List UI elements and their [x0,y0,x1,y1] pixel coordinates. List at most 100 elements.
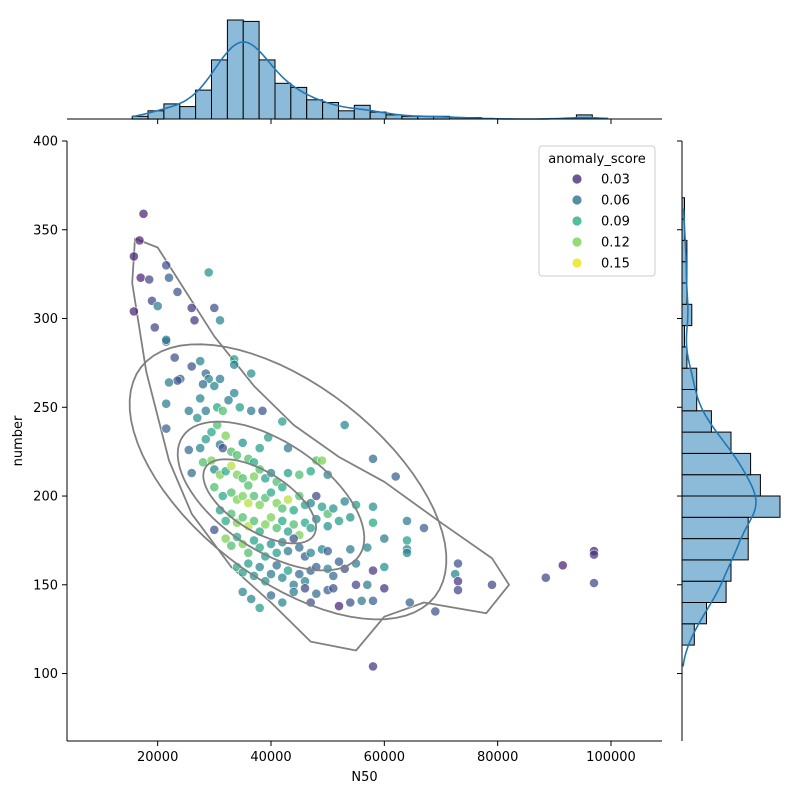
x-axis-label: N50 [351,770,377,785]
scatter-point [257,405,268,416]
scatter-point [149,322,160,333]
joint-plot [128,208,599,672]
scatter-point [254,562,265,572]
scatter-point [294,542,305,553]
scatter-point [212,420,223,430]
scatter-point [237,491,248,501]
scatter-point [345,597,356,608]
scatter-point [589,549,599,560]
scatter-point [283,546,293,556]
scatter-point [229,388,240,398]
scatter-point [300,583,310,594]
marginal-x-bar [337,110,355,120]
scatter-point [234,402,245,413]
scatter-point [229,359,240,370]
scatter-point [172,286,183,297]
scatter-point [152,301,163,311]
scatter-point [237,473,248,484]
kde-contour [128,343,448,621]
scatter-point [128,306,139,317]
scatter-point [206,427,217,437]
scatter-point [217,443,228,453]
scatter-point [195,443,206,453]
scatter-point [277,572,288,583]
axes: 20000 40000 60000 80000 100000 100 150 200 250 30… [11,135,662,785]
scatter-point [243,480,254,491]
marginal-y-bar [681,431,732,454]
scatter-point [390,471,401,482]
scatter-point [317,455,327,466]
marginal-x-bar [211,59,228,120]
scatter-point [169,352,180,363]
scatter-point [294,469,305,480]
scatter-point [246,594,257,604]
scatter-point [223,395,234,406]
kde-contour-outer [131,237,510,652]
scatter-point [215,373,225,384]
scatter-point [161,334,172,345]
scatter-point [589,578,599,588]
marginal-y-bar [681,495,781,518]
scatter-point [540,572,551,583]
scatter-point [254,443,265,453]
marginal-x-bar [353,104,371,120]
scatter-point [322,521,333,532]
scatter-point [226,540,237,551]
scatter-point [288,519,299,530]
scatter-point [453,585,463,595]
scatter-point [404,597,415,608]
scatter-point [322,546,333,556]
marginal-y-bar [681,580,727,604]
scatter-point [249,471,259,482]
scatter-point [271,547,282,558]
marginal-x-histogram [67,19,662,124]
scatter-point [249,491,259,501]
marginal-y-bar [681,389,698,412]
scatter-point [243,498,254,508]
scatter-point [294,569,305,579]
scatter-point [266,512,276,523]
scatter-point [209,524,220,535]
scatter-point [368,501,378,512]
scatter-point [220,430,231,441]
scatter-point [379,583,390,594]
legend-marker [572,216,582,226]
scatter-point [220,516,231,526]
scatter-point [402,535,412,546]
legend-entry-label: 0.12 [601,236,630,251]
legend-entry-label: 0.15 [601,257,630,272]
scatter-point [198,379,208,390]
marginal-y-bar [681,538,749,561]
scatter-point [311,491,322,501]
scatter-point [183,405,194,416]
y-tick-label: 150 [33,578,58,593]
scatter-point [328,571,339,581]
scatter-point [209,482,220,493]
y-tick-label: 200 [33,490,58,505]
scatter-point [237,587,248,597]
scatter-point [351,579,361,590]
scatter-point [368,595,378,606]
scatter-point [138,208,149,219]
scatter-point [317,501,327,512]
scatter-point [243,547,254,558]
marginal-x-bar [195,89,213,120]
legend-entry-label: 0.09 [601,215,630,230]
y-tick-label: 300 [33,312,58,327]
legend-title: anomaly_score [548,152,646,167]
scatter-point [200,434,211,445]
scatter-point [277,503,288,514]
scatter-point [183,444,194,455]
y-axis-label: number [11,415,26,466]
scatter-point [288,533,299,544]
marginal-y-histogram [677,140,781,741]
scatter-point [161,423,172,434]
scatter-point [200,405,211,416]
scatter-point [260,519,271,530]
scatter-point [266,487,276,498]
kde-contour [176,420,366,572]
scatter-point [232,450,242,461]
scatter-point [283,526,293,537]
scatter-point [288,587,299,597]
scatter-point [134,235,145,246]
